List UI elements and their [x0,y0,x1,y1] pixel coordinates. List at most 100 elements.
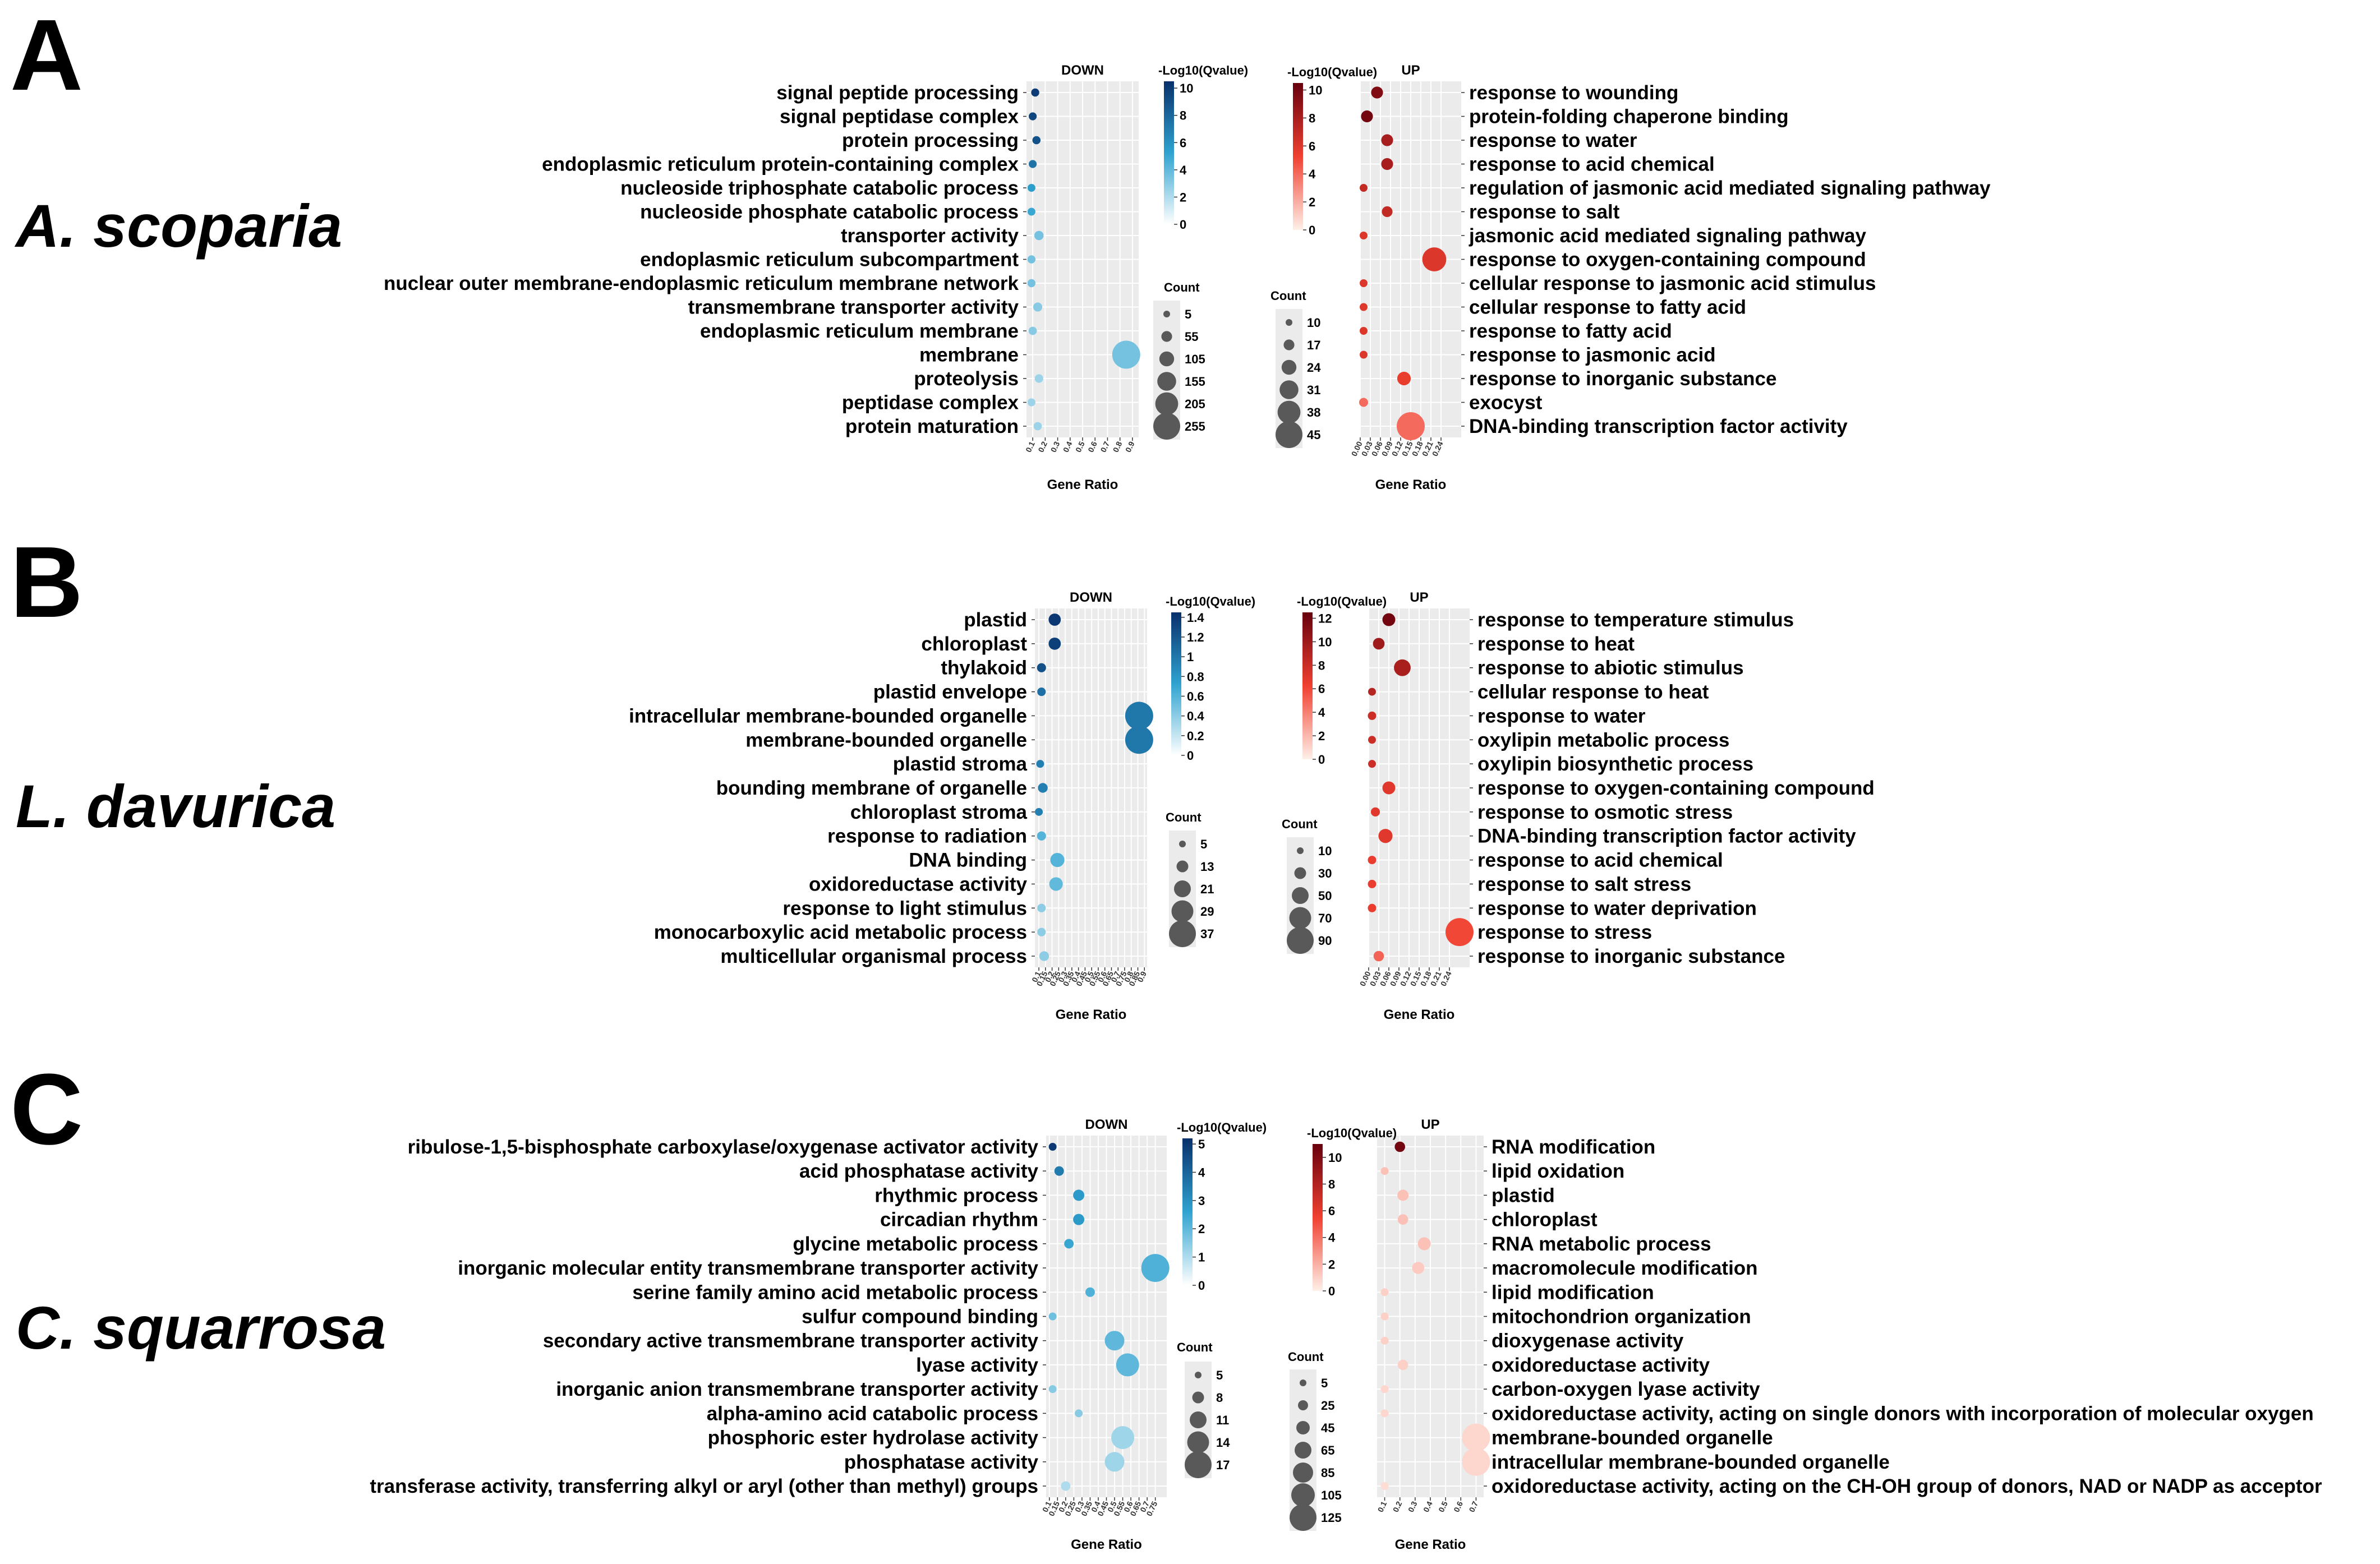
term-label: transporter activity [841,225,1019,247]
colorbar-tick-label: 0 [1187,749,1194,763]
term-label: membrane-bounded organelle [1491,1427,1773,1449]
size-legend-point [1176,860,1189,873]
species-label-a: A. scoparia [14,192,342,260]
size-legend-label: 11 [1216,1413,1229,1427]
data-point [1397,412,1425,440]
x-tick-label: 0.7 [1467,1500,1480,1514]
data-point [1394,1141,1406,1152]
term-label: carbon-oxygen lyase activity [1491,1378,1760,1400]
data-point [1360,327,1368,335]
term-label: exocyst [1469,392,1543,414]
data-point [1048,1143,1057,1151]
x-tick-label: 0.2 [1057,1500,1070,1514]
data-point [1381,158,1393,170]
data-point [1462,1447,1490,1476]
term-label: circadian rhythm [880,1209,1038,1231]
x-tick-label: 0.8 [1111,440,1124,454]
x-tick-label: 0.1 [1376,1500,1389,1514]
size-legend-label: 5 [1216,1368,1223,1382]
size-legend-label: 38 [1307,405,1320,419]
x-tick-label: 0.6 [1086,440,1099,454]
size-legend-label: 90 [1318,934,1332,948]
term-label: intracellular membrane-bounded organelle [1491,1451,1890,1473]
term-label: response to fatty acid [1469,320,1672,342]
chart-a-down: DOWN 0.1 0.2 0.3 0.4 0.5 0.6 0.7 0.8 0.9 Gene Rati… [384,63,1248,492]
term-label: intracellular membrane-bounded organelle [629,705,1027,727]
size-legend-label: 17 [1307,338,1320,352]
size-legend-point [1289,907,1311,929]
size-legend-point [1296,1421,1310,1434]
x-tick-label: 0.2 [1036,440,1049,454]
size-legend-point [1292,887,1309,904]
data-point [1033,302,1043,312]
x-tick-label: 0.3 [1049,440,1062,454]
data-point [1368,736,1376,744]
data-point [1034,230,1044,241]
term-label: secondary active transmembrane transport… [543,1330,1039,1352]
term-label: endoplasmic reticulum subcompartment [640,249,1019,271]
data-point [1027,279,1036,288]
data-point [1462,1423,1490,1452]
data-point [1027,398,1035,407]
data-point [1397,371,1411,386]
data-point [1037,687,1046,696]
colorbar-tick-label: 2 [1318,729,1325,743]
data-point [1360,232,1368,239]
colorbar-tick-label: 0 [1318,753,1325,767]
x-tick-label: 0.1 [1041,1500,1053,1514]
data-point [1064,1239,1074,1249]
term-label: RNA modification [1491,1136,1655,1158]
term-label: chloroplast [921,633,1027,655]
data-point [1360,184,1368,192]
term-label: response to osmotic stress [1477,801,1733,823]
colorbar-tick-label: 0 [1180,218,1186,232]
data-point [1380,1312,1389,1321]
term-label: oxidoreductase activity [809,873,1028,895]
size-legend-label: 45 [1307,428,1320,442]
data-point [1035,808,1043,816]
size-legend-label: 5 [1185,307,1191,321]
colorbar-tick-label: 1.4 [1187,611,1204,625]
term-label: proteolysis [914,368,1019,390]
size-legend-label: 105 [1321,1488,1342,1502]
chart-b-down: DOWN0.10.150.20.250.30.350.40.450.50.550… [629,590,1255,1022]
x-tick-label: 0.4 [1061,440,1074,454]
colorbar-tick-label: 6 [1318,682,1325,696]
data-point [1382,206,1393,218]
data-point [1033,422,1042,431]
size-legend-point [1157,372,1176,391]
term-label: response to light stimulus [782,897,1027,919]
size-legend-point [1190,1411,1207,1428]
size-legend-point [1169,920,1196,947]
size-legend-point [1192,1391,1204,1404]
size-legend-point [1281,359,1297,375]
term-label: jasmonic acid mediated signaling pathway [1468,225,1866,247]
colorbar [1182,1138,1193,1285]
data-point [1061,1481,1071,1491]
colorbar-title: -Log10(Qvalue) [1297,594,1387,608]
data-point [1422,247,1447,271]
data-point [1360,350,1368,359]
term-label: cellular response to heat [1477,681,1709,703]
term-label: acid phosphatase activity [799,1160,1039,1182]
x-axis-label: Gene Ratio [1375,477,1447,492]
term-label: lipid modification [1491,1281,1654,1303]
size-legend-label: 25 [1321,1399,1334,1413]
size-legend-point [1163,311,1170,317]
size-legend-label: 105 [1185,352,1205,366]
term-label: endoplasmic reticulum membrane [700,320,1019,342]
colorbar-tick-label: 5 [1198,1137,1205,1151]
data-point [1373,951,1384,962]
term-label: response to inorganic substance [1469,368,1776,390]
colorbar-tick-label: 2 [1309,195,1315,209]
x-tick-label: 0.4 [1070,970,1083,984]
term-label: cellular response to jasmonic acid stimu… [1469,273,1876,294]
x-tick-label: 0.7 [1098,440,1111,454]
x-tick-label: 0.1 [1030,970,1043,984]
data-point [1417,1237,1431,1251]
colorbar-tick-label: 12 [1318,611,1332,625]
x-tick-label: 0.7 [1109,970,1122,984]
term-label: endoplasmic reticulum protein-containing… [542,154,1019,176]
data-point [1112,340,1140,369]
colorbar [1302,612,1313,759]
